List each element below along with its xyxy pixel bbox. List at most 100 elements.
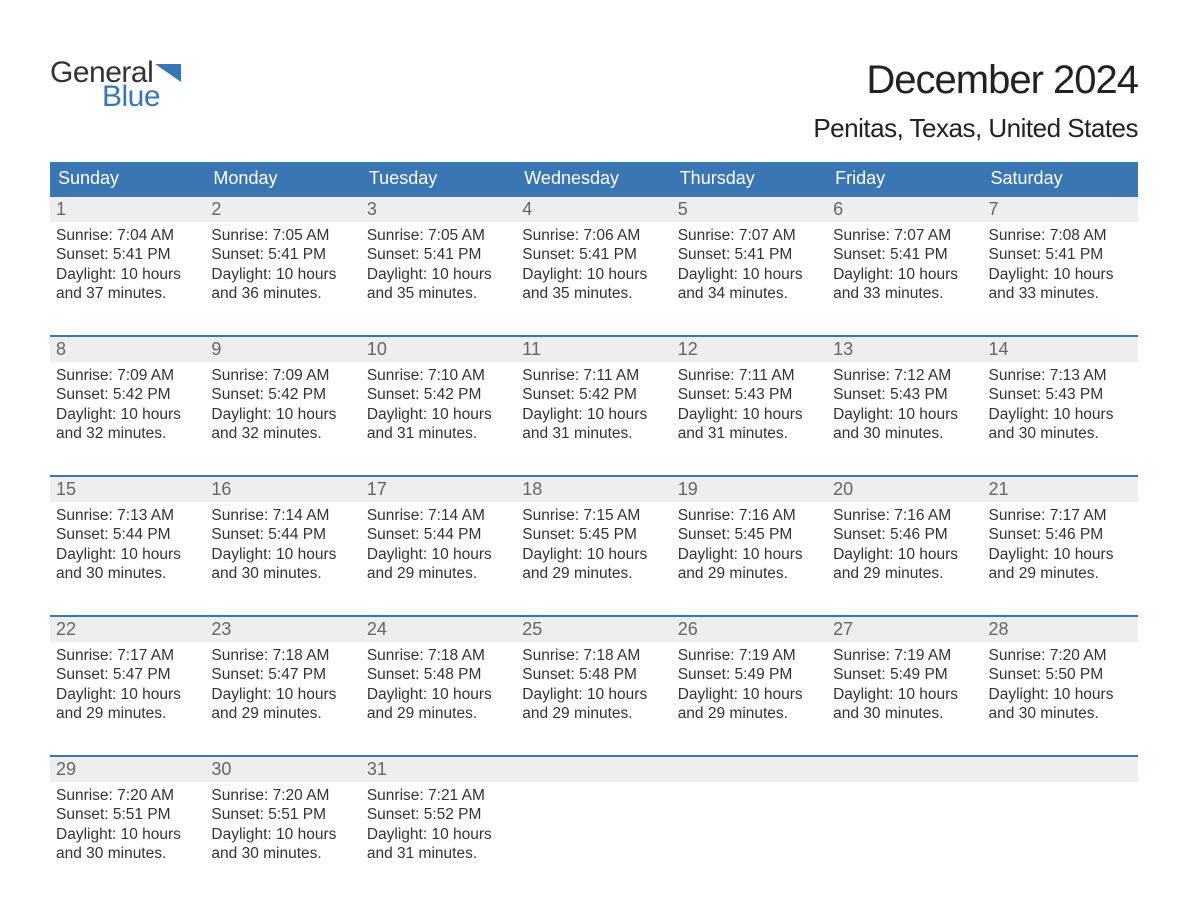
sunrise-text: Sunrise: 7:07 AM (833, 226, 976, 245)
day-body (827, 782, 982, 790)
daylight-line1: Daylight: 10 hours (367, 825, 510, 844)
sunrise-text: Sunrise: 7:15 AM (522, 506, 665, 525)
day-body: Sunrise: 7:18 AMSunset: 5:48 PMDaylight:… (516, 642, 671, 728)
daylight-line1: Daylight: 10 hours (56, 405, 199, 424)
daylight-line2: and 34 minutes. (678, 284, 821, 303)
sunset-text: Sunset: 5:41 PM (522, 245, 665, 264)
logo: General Blue (50, 58, 181, 112)
daylight-line2: and 32 minutes. (211, 424, 354, 443)
day-body: Sunrise: 7:10 AMSunset: 5:42 PMDaylight:… (361, 362, 516, 448)
sunset-text: Sunset: 5:48 PM (367, 665, 510, 684)
day-number: 17 (361, 477, 516, 502)
daylight-line1: Daylight: 10 hours (56, 825, 199, 844)
day-number: 6 (827, 197, 982, 222)
sunset-text: Sunset: 5:49 PM (833, 665, 976, 684)
day-number: 30 (205, 757, 360, 782)
day-number: 31 (361, 757, 516, 782)
sunrise-text: Sunrise: 7:06 AM (522, 226, 665, 245)
sunrise-text: Sunrise: 7:18 AM (211, 646, 354, 665)
day-number: 5 (672, 197, 827, 222)
calendar-day: 14Sunrise: 7:13 AMSunset: 5:43 PMDayligh… (983, 337, 1138, 457)
calendar-day: 15Sunrise: 7:13 AMSunset: 5:44 PMDayligh… (50, 477, 205, 597)
calendar-day (672, 757, 827, 877)
day-number (983, 757, 1138, 782)
sunrise-text: Sunrise: 7:05 AM (211, 226, 354, 245)
sunset-text: Sunset: 5:42 PM (56, 385, 199, 404)
weekday-thursday: Thursday (672, 162, 827, 195)
day-number: 14 (983, 337, 1138, 362)
calendar-day: 7Sunrise: 7:08 AMSunset: 5:41 PMDaylight… (983, 197, 1138, 317)
daylight-line1: Daylight: 10 hours (678, 545, 821, 564)
sunset-text: Sunset: 5:45 PM (678, 525, 821, 544)
day-number: 18 (516, 477, 671, 502)
sunrise-text: Sunrise: 7:21 AM (367, 786, 510, 805)
daylight-line2: and 29 minutes. (678, 564, 821, 583)
day-body: Sunrise: 7:14 AMSunset: 5:44 PMDaylight:… (361, 502, 516, 588)
calendar-day: 28Sunrise: 7:20 AMSunset: 5:50 PMDayligh… (983, 617, 1138, 737)
weekday-friday: Friday (827, 162, 982, 195)
sunrise-text: Sunrise: 7:20 AM (211, 786, 354, 805)
sunset-text: Sunset: 5:41 PM (678, 245, 821, 264)
sunset-text: Sunset: 5:44 PM (367, 525, 510, 544)
sunrise-text: Sunrise: 7:09 AM (211, 366, 354, 385)
calendar-day: 10Sunrise: 7:10 AMSunset: 5:42 PMDayligh… (361, 337, 516, 457)
weekday-tuesday: Tuesday (361, 162, 516, 195)
calendar-day: 4 Sunrise: 7:06 AMSunset: 5:41 PMDaylight… (516, 197, 671, 317)
day-number: 3 (361, 197, 516, 222)
sunset-text: Sunset: 5:50 PM (989, 665, 1132, 684)
day-number: 11 (516, 337, 671, 362)
sunrise-text: Sunrise: 7:17 AM (56, 646, 199, 665)
calendar-week: 15Sunrise: 7:13 AMSunset: 5:44 PMDayligh… (50, 475, 1138, 597)
daylight-line1: Daylight: 10 hours (211, 685, 354, 704)
calendar-day: 18Sunrise: 7:15 AMSunset: 5:45 PMDayligh… (516, 477, 671, 597)
header: General Blue December 2024 Penitas, Texa… (50, 58, 1138, 144)
day-body: Sunrise: 7:18 AMSunset: 5:47 PMDaylight:… (205, 642, 360, 728)
sunset-text: Sunset: 5:49 PM (678, 665, 821, 684)
daylight-line2: and 32 minutes. (56, 424, 199, 443)
calendar-day: 31 Sunrise: 7:21 AMSunset: 5:52 PMDayligh… (361, 757, 516, 877)
daylight-line2: and 29 minutes. (211, 704, 354, 723)
calendar-day (983, 757, 1138, 877)
daylight-line2: and 37 minutes. (56, 284, 199, 303)
day-number: 25 (516, 617, 671, 642)
daylight-line1: Daylight: 10 hours (211, 545, 354, 564)
day-body: Sunrise: 7:16 AMSunset: 5:46 PMDaylight:… (827, 502, 982, 588)
weekday-monday: Monday (205, 162, 360, 195)
sunrise-text: Sunrise: 7:20 AM (989, 646, 1132, 665)
daylight-line1: Daylight: 10 hours (522, 265, 665, 284)
daylight-line2: and 31 minutes. (678, 424, 821, 443)
daylight-line1: Daylight: 10 hours (678, 265, 821, 284)
day-body: Sunrise: 7:19 AMSunset: 5:49 PMDaylight:… (827, 642, 982, 728)
daylight-line2: and 31 minutes. (522, 424, 665, 443)
calendar-day: 17Sunrise: 7:14 AMSunset: 5:44 PMDayligh… (361, 477, 516, 597)
daylight-line2: and 31 minutes. (367, 844, 510, 863)
calendar-week: 22Sunrise: 7:17 AMSunset: 5:47 PMDayligh… (50, 615, 1138, 737)
day-body: Sunrise: 7:13 AMSunset: 5:44 PMDaylight:… (50, 502, 205, 588)
day-number: 19 (672, 477, 827, 502)
sunset-text: Sunset: 5:41 PM (989, 245, 1132, 264)
daylight-line1: Daylight: 10 hours (211, 265, 354, 284)
calendar-day: 16Sunrise: 7:14 AMSunset: 5:44 PMDayligh… (205, 477, 360, 597)
calendar-day: 24Sunrise: 7:18 AMSunset: 5:48 PMDayligh… (361, 617, 516, 737)
day-number: 4 (516, 197, 671, 222)
sunset-text: Sunset: 5:42 PM (211, 385, 354, 404)
sunset-text: Sunset: 5:52 PM (367, 805, 510, 824)
sunset-text: Sunset: 5:44 PM (211, 525, 354, 544)
daylight-line1: Daylight: 10 hours (989, 685, 1132, 704)
daylight-line2: and 31 minutes. (367, 424, 510, 443)
sunset-text: Sunset: 5:41 PM (367, 245, 510, 264)
day-body: Sunrise: 7:20 AMSunset: 5:51 PMDaylight:… (205, 782, 360, 868)
daylight-line1: Daylight: 10 hours (56, 685, 199, 704)
sunset-text: Sunset: 5:51 PM (211, 805, 354, 824)
day-number: 12 (672, 337, 827, 362)
logo-word-blue: Blue (102, 82, 181, 112)
day-number: 20 (827, 477, 982, 502)
daylight-line2: and 33 minutes. (833, 284, 976, 303)
daylight-line2: and 30 minutes. (833, 704, 976, 723)
day-body: Sunrise: 7:04 AMSunset: 5:41 PMDaylight:… (50, 222, 205, 308)
daylight-line1: Daylight: 10 hours (56, 265, 199, 284)
calendar-day: 26Sunrise: 7:19 AMSunset: 5:49 PMDayligh… (672, 617, 827, 737)
calendar-week: 1Sunrise: 7:04 AMSunset: 5:41 PMDaylight… (50, 195, 1138, 317)
calendar: Sunday Monday Tuesday Wednesday Thursday… (50, 162, 1138, 877)
daylight-line2: and 29 minutes. (367, 564, 510, 583)
